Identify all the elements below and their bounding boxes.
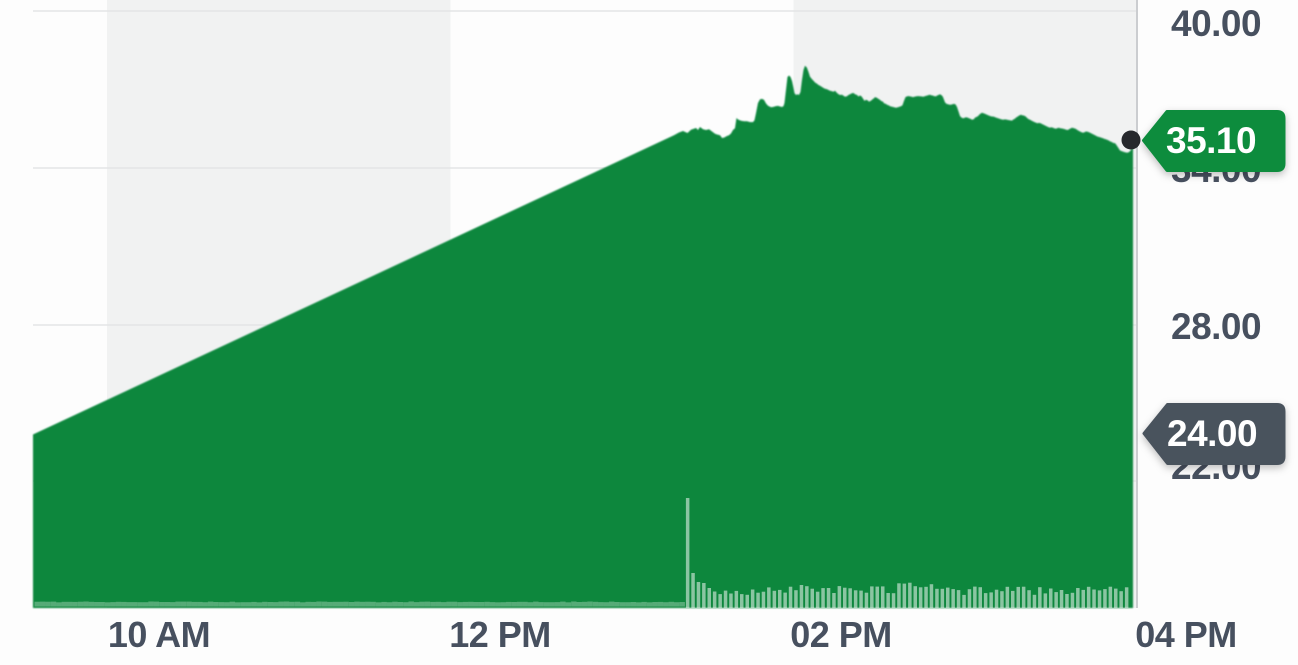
svg-text:04 PM: 04 PM <box>1135 614 1237 655</box>
svg-text:40.00: 40.00 <box>1171 3 1261 44</box>
svg-text:24.00: 24.00 <box>1167 413 1257 454</box>
svg-text:35.10: 35.10 <box>1166 120 1256 161</box>
svg-text:28.00: 28.00 <box>1171 306 1261 347</box>
svg-text:02 PM: 02 PM <box>790 614 892 655</box>
svg-text:10 AM: 10 AM <box>108 614 210 655</box>
svg-text:12 PM: 12 PM <box>449 614 551 655</box>
